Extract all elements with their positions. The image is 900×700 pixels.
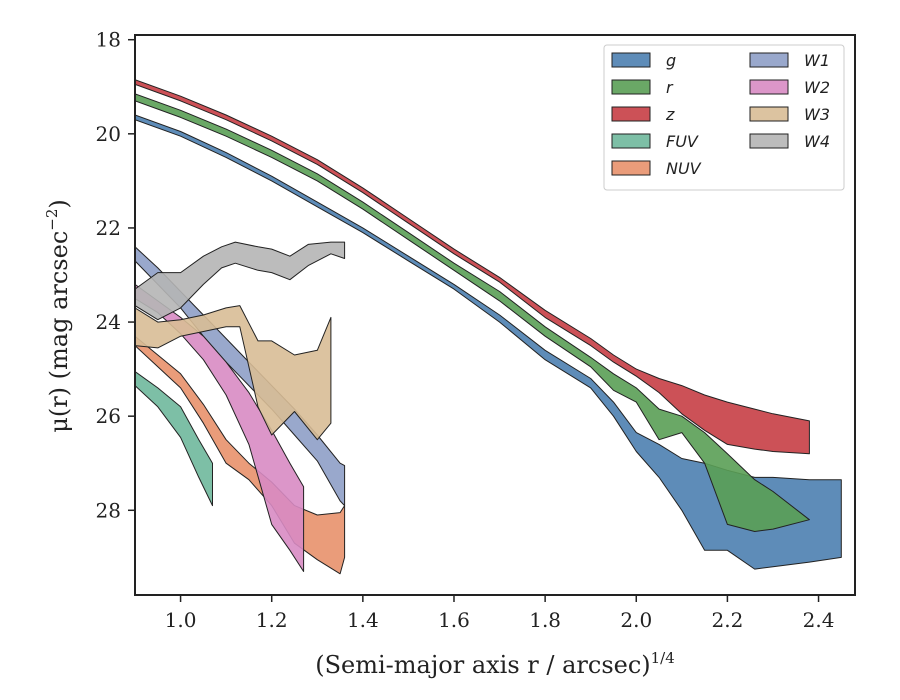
band-g (135, 114, 842, 570)
y-tick-label: 20 (96, 122, 121, 146)
band-w3 (135, 305, 332, 441)
legend: grz FUV NUV W1 W2 W3 W4 (603, 44, 845, 191)
legend-label-g: g (666, 51, 676, 70)
legend-label-w1: W1 (804, 51, 830, 70)
legend-swatch-nuv (611, 160, 651, 176)
band-z (135, 79, 810, 455)
legend-swatch-fuv (611, 133, 651, 149)
legend-label-z: z (665, 105, 675, 124)
legend-swatch-w3 (749, 106, 789, 122)
legend-label-w2: W2 (804, 78, 830, 97)
x-tick-label: 1.8 (529, 608, 561, 632)
x-tick-label: 2.2 (711, 608, 743, 632)
legend-swatch-z (611, 106, 651, 122)
legend-label-fuv: FUV (666, 132, 699, 151)
y-tick-label: 28 (96, 498, 121, 522)
x-tick-label: 2.0 (620, 608, 652, 632)
legend-swatch-w1 (749, 52, 789, 68)
legend-label-w3: W3 (804, 105, 830, 124)
profile-bands (135, 79, 842, 575)
legend-label-r: r (666, 78, 674, 97)
x-tick-label: 2.4 (803, 608, 835, 632)
x-axis-label: (Semi-major axis r / arcsec)1/4 (315, 649, 675, 679)
x-tick-label: 1.6 (438, 608, 470, 632)
legend-swatch-w4 (749, 133, 789, 149)
plot-frame (134, 34, 856, 596)
band-r (135, 93, 810, 532)
y-axis-label: μ(r) (mag arcsec−2) (43, 199, 73, 433)
y-tick-label: 22 (96, 216, 121, 240)
x-tick-label: 1.4 (347, 608, 379, 632)
legend-swatch-g (611, 52, 651, 68)
legend-swatch-w2 (749, 79, 789, 95)
axes-group: 1.0 1.2 1.4 1.6 1.8 2.0 2.2 2.4 18 20 22 24 26 28 (96, 28, 856, 632)
x-tick-label: 1.0 (165, 608, 197, 632)
x-tick-label: 1.2 (256, 608, 288, 632)
y-tick-label: 24 (96, 310, 121, 334)
band-w4 (135, 241, 346, 321)
y-tick-label: 18 (96, 28, 121, 52)
legend-swatch-r (611, 79, 651, 95)
band-fuv (135, 371, 213, 507)
legend-label-nuv: NUV (666, 159, 702, 178)
y-tick-label: 26 (96, 404, 121, 428)
legend-label-w4: W4 (804, 132, 830, 151)
